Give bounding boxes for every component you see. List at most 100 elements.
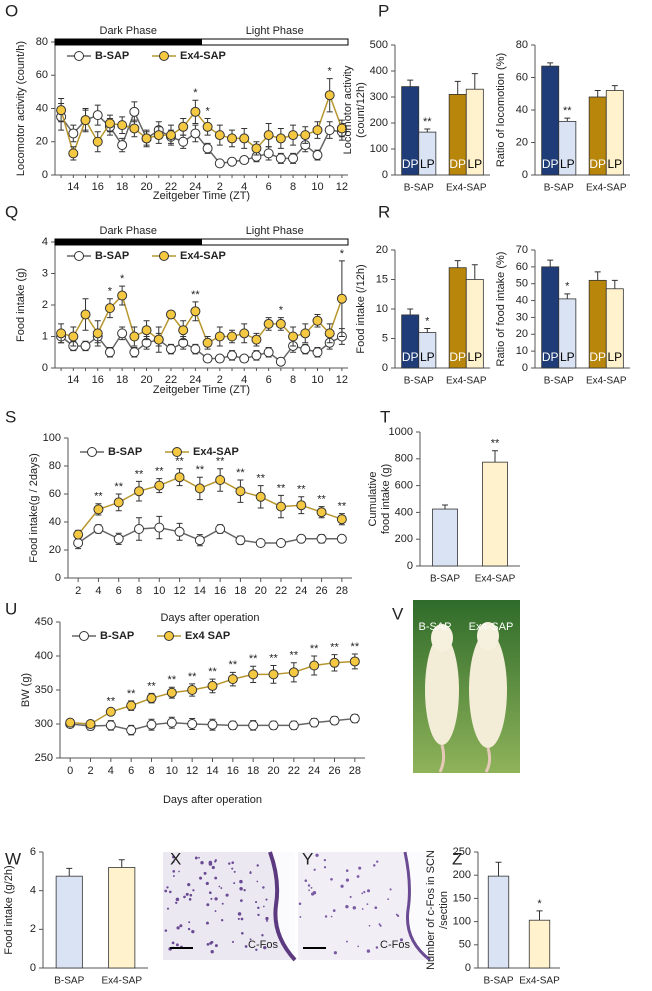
data-point	[129, 347, 140, 358]
data-point	[165, 344, 176, 355]
x-tick-label: 18	[116, 181, 128, 193]
data-point	[239, 353, 250, 364]
y-tick-label: 300	[370, 91, 388, 103]
data-point	[288, 720, 299, 731]
y-tick-label: 1000	[389, 426, 413, 438]
legend-marker	[159, 251, 169, 261]
y-axis-label: BW (g)	[20, 673, 32, 707]
legend-marker	[74, 251, 84, 261]
y-tick-label: 250	[35, 752, 53, 764]
data-point	[129, 331, 140, 342]
panel-letter: V	[392, 604, 404, 623]
bar	[55, 875, 83, 969]
data-point	[194, 483, 205, 494]
y-tick-label: 6	[30, 846, 36, 858]
data-point	[214, 331, 225, 342]
significance: **	[114, 481, 123, 493]
data-point	[263, 347, 274, 358]
x-tick-label: 4	[108, 765, 114, 777]
bar-label: DP	[402, 350, 419, 364]
data-point	[80, 115, 91, 126]
data-point	[65, 717, 76, 728]
x-tick-label: 22	[288, 765, 300, 777]
data-point	[85, 719, 96, 729]
data-point	[239, 155, 250, 166]
significance: **	[168, 674, 177, 686]
significance: *	[279, 305, 284, 317]
y-tick-label: 60	[516, 71, 528, 83]
bar-label: DP	[449, 350, 466, 364]
y-tick-label: 200	[453, 869, 471, 881]
data-point	[336, 514, 347, 525]
x-tick-label: 22	[165, 374, 177, 386]
significance: **	[290, 650, 299, 662]
significance: **	[216, 456, 225, 468]
y-tick-label: 20	[516, 136, 528, 148]
chart: R 0 5 10 15 20 Food intake (/12h) B-SAP Ex4-SAP D…	[355, 202, 490, 387]
data-point	[300, 130, 311, 141]
y-tick-label: 50	[516, 278, 528, 290]
data-point	[235, 486, 246, 497]
x-tick-label: B-SAP	[544, 183, 574, 194]
x-tick-label: 24	[308, 765, 320, 777]
y-axis-label: Food intake(g / 2days)	[28, 453, 40, 562]
photo-label: Ex4-SAP	[469, 621, 514, 633]
significance: *	[193, 87, 198, 99]
data-point	[105, 720, 116, 731]
x-tick-label: Ex4-SAP	[446, 376, 487, 387]
data-point	[73, 538, 84, 548]
data-point	[174, 526, 185, 537]
x-tick-label: 6	[266, 374, 272, 386]
data-point	[207, 719, 218, 730]
series-line	[60, 331, 343, 363]
data-point	[268, 669, 279, 680]
y-tick-label: 250	[453, 846, 471, 858]
error-bar	[492, 450, 498, 463]
x-tick-label: 2	[75, 585, 81, 597]
phase-bar	[54, 38, 202, 46]
data-point	[190, 128, 201, 139]
data-point	[104, 303, 115, 314]
chart: Z 0 50 100 150 200 250 Number of c-Fos in SCN/s…	[425, 846, 560, 987]
x-tick-label: 14	[206, 765, 218, 777]
data-point	[239, 328, 250, 339]
data-point	[288, 130, 299, 141]
y-tick-label: 150	[453, 892, 471, 904]
data-point	[296, 500, 307, 511]
data-point	[126, 700, 137, 711]
y-tick-label: 200	[370, 117, 388, 129]
bar	[108, 867, 136, 969]
bar-label: DP	[542, 350, 559, 364]
phase-bar	[201, 238, 349, 246]
error-bar	[564, 293, 571, 299]
y-tick-label: 300	[35, 718, 53, 730]
bar	[432, 508, 458, 567]
y-tick-label: 10	[376, 303, 388, 315]
error-bar	[424, 128, 431, 133]
legend-label: B-SAP	[108, 446, 142, 458]
x-tick-label: 20	[255, 585, 267, 597]
error-bar	[594, 271, 601, 281]
micrograph-x: X C-Fos	[163, 849, 297, 962]
significance: **	[249, 653, 258, 665]
x-axis-label: Days after operation	[160, 612, 259, 624]
x-tick-label: 2	[87, 765, 93, 777]
data-point	[248, 669, 259, 680]
panel-letter: Y	[302, 849, 313, 868]
x-tick-label: 16	[92, 374, 104, 386]
x-tick-label: 14	[67, 374, 79, 386]
data-point	[117, 290, 128, 301]
data-point	[68, 148, 79, 159]
data-point	[56, 105, 67, 116]
legend-marker	[172, 447, 182, 457]
data-point	[92, 328, 103, 339]
data-point	[263, 318, 274, 329]
significance: **	[188, 671, 197, 683]
y-tick-label: 4	[30, 885, 36, 897]
panel-letter: Q	[5, 202, 18, 221]
data-point	[312, 347, 323, 358]
significance: *	[205, 105, 210, 117]
data-point	[227, 331, 238, 342]
data-point	[263, 130, 274, 141]
x-tick-label: 12	[336, 181, 348, 193]
